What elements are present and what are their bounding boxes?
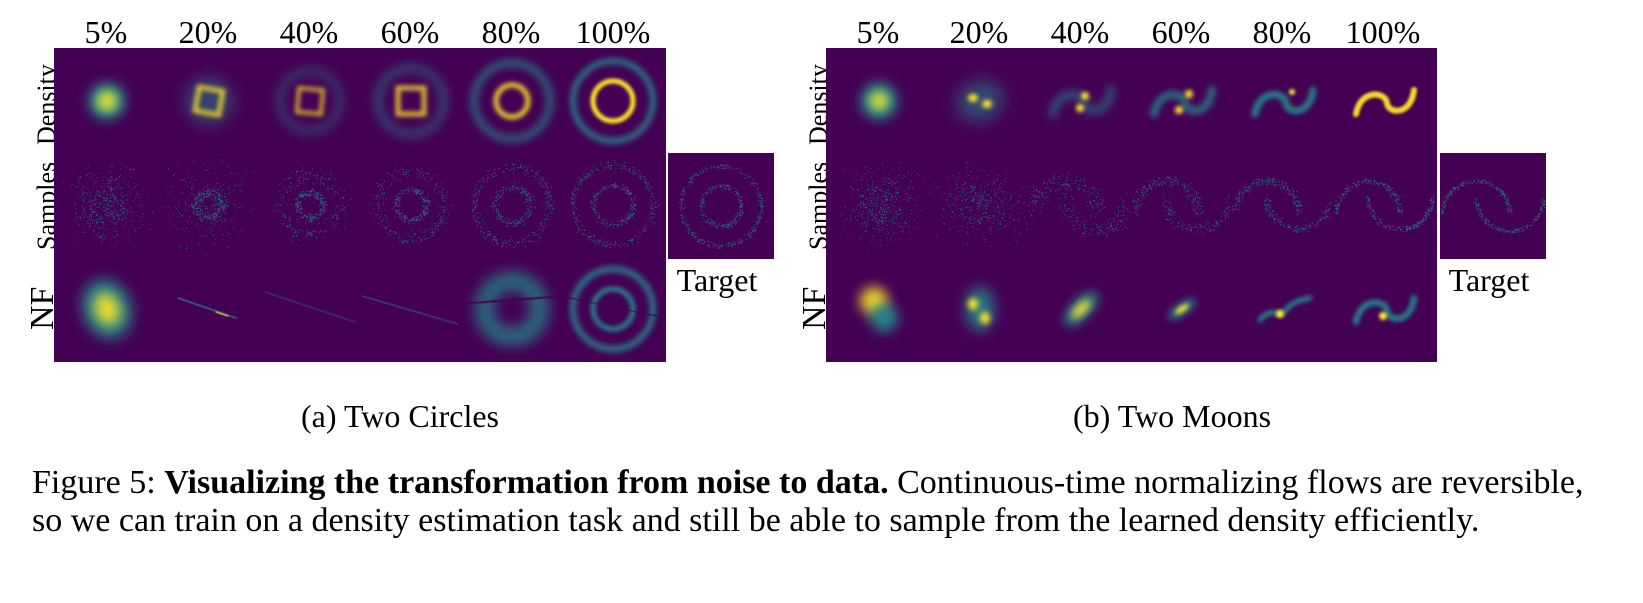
subcaption-two-moons: (b) Two Moons	[1072, 398, 1272, 434]
thumbnail-nf	[1028, 256, 1134, 362]
col-label: 5%	[856, 14, 900, 50]
thumbnail-samples	[459, 152, 565, 258]
thumbnail-nf	[560, 256, 666, 362]
thumbnail-density	[1129, 48, 1235, 154]
col-label: 80%	[481, 14, 541, 50]
thumbnail-nf	[459, 256, 565, 362]
thumbnail-target	[668, 153, 774, 259]
thumbnail-nf	[1331, 256, 1437, 362]
thumbnail-samples	[1129, 152, 1235, 258]
thumbnail-density	[560, 48, 666, 154]
thumbnail-density	[358, 48, 464, 154]
caption-prefix: Figure 5:	[32, 464, 165, 501]
thumbnail-density	[1230, 48, 1336, 154]
thumbnail-samples	[560, 152, 666, 258]
thumbnail-density	[1028, 48, 1134, 154]
thumbnail-nf	[358, 256, 464, 362]
thumbnail-nf	[927, 256, 1033, 362]
target-label: Target	[1448, 262, 1530, 298]
thumbnail-nf	[54, 256, 160, 362]
caption-rest: Continuous-time normalizing flows are re…	[32, 464, 1584, 539]
target-label: Target	[676, 262, 758, 298]
col-label: 40%	[279, 14, 339, 50]
caption-bold: Visualizing the transformation from nois…	[164, 464, 889, 501]
thumbnail-samples	[1028, 152, 1134, 258]
subcaption-two-circles: (a) Two Circles	[301, 398, 499, 434]
thumbnail-samples	[1230, 152, 1336, 258]
thumbnail-samples	[927, 152, 1033, 258]
thumbnail-density	[54, 48, 160, 154]
thumbnail-density	[257, 48, 363, 154]
col-label: 100%	[575, 14, 651, 50]
col-label: 60%	[380, 14, 440, 50]
thumbnail-density	[459, 48, 565, 154]
col-label: 40%	[1050, 14, 1110, 50]
col-label: 5%	[84, 14, 128, 50]
thumbnail-density	[156, 48, 262, 154]
thumbnail-nf	[257, 256, 363, 362]
thumbnail-samples	[358, 152, 464, 258]
col-label: 60%	[1151, 14, 1211, 50]
thumbnail-density	[927, 48, 1033, 154]
thumbnail-nf	[826, 256, 932, 362]
thumbnail-density	[1331, 48, 1437, 154]
col-label: 100%	[1345, 14, 1421, 50]
thumbnail-nf	[1230, 256, 1336, 362]
col-label: 20%	[178, 14, 238, 50]
col-label: 20%	[949, 14, 1009, 50]
thumbnail-samples	[826, 152, 932, 258]
figure-caption: Figure 5: Visualizing the transformation…	[32, 464, 1612, 540]
thumbnail-density	[826, 48, 932, 154]
col-label: 80%	[1252, 14, 1312, 50]
thumbnail-samples	[54, 152, 160, 258]
thumbnail-samples	[257, 152, 363, 258]
thumbnail-samples	[1331, 152, 1437, 258]
thumbnail-target	[1440, 153, 1546, 259]
thumbnail-samples	[156, 152, 262, 258]
thumbnail-nf	[156, 256, 262, 362]
thumbnail-nf	[1129, 256, 1235, 362]
